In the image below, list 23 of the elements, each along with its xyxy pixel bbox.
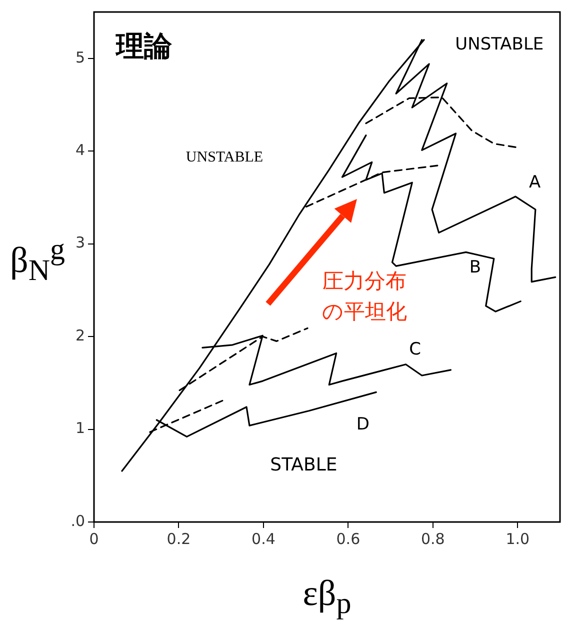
y-tick-label: 2 — [75, 326, 85, 344]
x-tick-label: 0.2 — [166, 530, 191, 548]
x-tick-label: 0.4 — [252, 530, 276, 548]
y-tick-label: .0 — [70, 512, 85, 530]
annotation: UNSTABLE — [186, 149, 264, 166]
y-tick-label: 1 — [75, 419, 85, 438]
text: 理論 — [115, 29, 173, 62]
series-label: D — [356, 414, 370, 435]
series-label: C — [409, 340, 422, 360]
series-label: A — [529, 172, 542, 192]
x-tick-label: 0 — [89, 530, 99, 548]
x-tick-label: 0.8 — [420, 530, 445, 548]
x-axis-title: εβ$_{p}$ — [302, 573, 352, 620]
annotation: 圧力分布 — [322, 268, 406, 293]
y-tick-label: 3 — [75, 234, 85, 252]
annotation: STABLE — [270, 454, 338, 476]
series-label: B — [469, 257, 482, 278]
annotation: の平坦化 — [322, 299, 407, 324]
y-tick-label: 4 — [75, 140, 85, 159]
y-tick-label: 5 — [75, 48, 85, 66]
x-tick-label: 1.0 — [506, 530, 530, 548]
annotation: UNSTABLE — [455, 34, 544, 55]
x-tick-label: 0.6 — [336, 530, 360, 548]
